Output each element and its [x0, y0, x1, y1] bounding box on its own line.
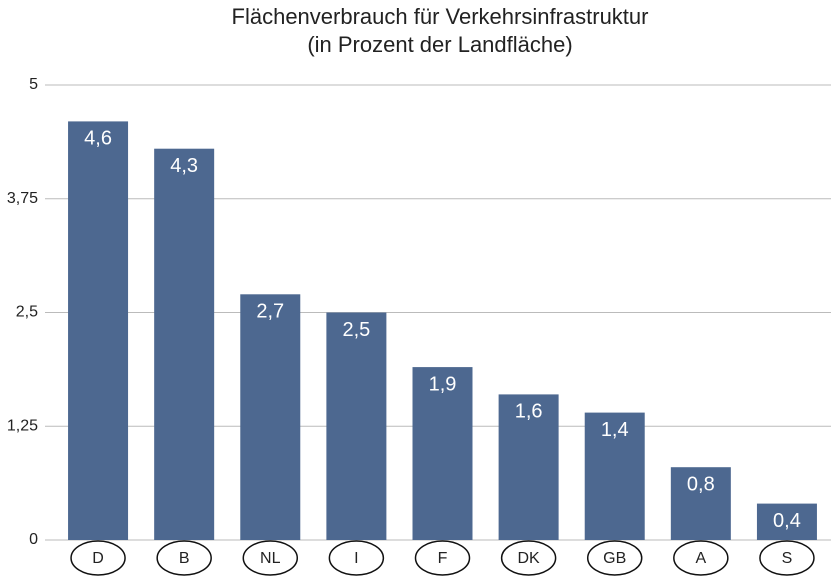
value-label: 1,6: [515, 401, 543, 423]
bar: [584, 412, 645, 540]
bar: [498, 394, 559, 540]
value-label: 2,5: [342, 319, 370, 341]
y-tick-label: 2,5: [16, 304, 38, 321]
chart-title: Flächenverbrauch für Verkehrsinfrastrukt…: [232, 4, 649, 29]
x-tick-label: GB: [603, 550, 626, 567]
value-label: 2,7: [256, 301, 284, 323]
x-tick-label: A: [695, 550, 706, 567]
x-tick-label: B: [179, 550, 190, 567]
category-oval: [500, 540, 557, 576]
value-label: 4,6: [84, 128, 112, 150]
y-tick-label: 1,25: [7, 417, 38, 434]
bar: [670, 467, 731, 540]
x-tick-label: I: [354, 550, 358, 567]
category-oval: [242, 540, 299, 576]
value-label: 1,9: [429, 373, 457, 395]
x-tick-label: NL: [260, 550, 281, 567]
bar: [326, 312, 387, 540]
category-oval: [414, 540, 471, 576]
category-oval: [156, 540, 212, 576]
category-oval: [673, 540, 729, 576]
chart-subtitle: (in Prozent der Landfläche): [307, 32, 572, 57]
bar: [68, 121, 129, 541]
category-oval: [328, 540, 385, 576]
y-tick-label: 3,75: [7, 190, 38, 207]
value-label: 4,3: [170, 155, 198, 177]
x-tick-label: S: [782, 550, 793, 567]
value-label: 0,4: [773, 510, 801, 532]
bar: [412, 367, 473, 540]
bar: [240, 294, 301, 540]
x-tick-label: DK: [517, 550, 540, 567]
x-tick-label: D: [92, 550, 104, 567]
y-tick-label: 0: [29, 531, 38, 548]
bar: [154, 148, 215, 540]
value-label: 0,8: [687, 473, 715, 495]
category-oval: [586, 540, 643, 576]
value-label: 1,4: [601, 419, 629, 441]
bar: [756, 503, 817, 540]
category-oval: [759, 540, 815, 576]
x-tick-label: F: [438, 550, 448, 567]
category-oval: [70, 540, 126, 576]
y-tick-label: 5: [29, 76, 38, 93]
